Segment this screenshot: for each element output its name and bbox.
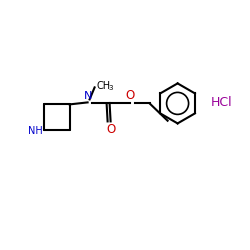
Text: NH: NH xyxy=(28,126,42,136)
Text: N: N xyxy=(84,92,92,102)
Text: O: O xyxy=(125,90,134,102)
Text: HCl: HCl xyxy=(211,96,233,108)
Text: 3: 3 xyxy=(108,86,113,91)
Text: CH: CH xyxy=(96,82,111,92)
Text: O: O xyxy=(106,124,115,136)
